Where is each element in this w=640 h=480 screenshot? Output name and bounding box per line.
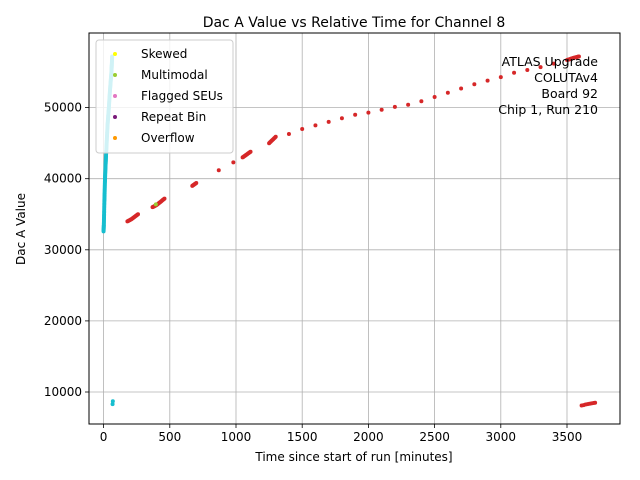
main-series-point: [525, 67, 530, 72]
main-series-point: [498, 75, 503, 80]
early-series-point: [110, 399, 115, 404]
main-series-point: [273, 134, 278, 139]
legend-frame: [95, 39, 234, 154]
legend-label-overflow: Overflow: [141, 131, 195, 145]
axis-ticks: 0 500 1000 1500 2000 2500 3000 3500 10000 20000 30…: [44, 101, 582, 444]
main-series-point: [286, 131, 291, 136]
x-tick-label: 0: [100, 430, 108, 444]
main-series-point: [512, 70, 517, 75]
main-series-point: [392, 104, 397, 109]
legend-marker-flagged-seus: [113, 94, 117, 98]
main-series-point: [419, 99, 424, 104]
main-series-point: [300, 126, 305, 131]
legend-marker-repeat-bin: [113, 115, 117, 119]
legend-label-multimodal: Multimodal: [141, 68, 208, 82]
main-series-point: [472, 82, 477, 87]
y-tick-label: 10000: [44, 385, 82, 399]
main-series-point: [459, 86, 464, 91]
legend-marker-overflow: [113, 136, 117, 140]
legend-marker-multimodal: [113, 73, 117, 77]
y-tick-label: 30000: [44, 243, 82, 257]
chart-title: Dac A Value vs Relative Time for Channel…: [203, 15, 506, 31]
main-series-point: [313, 123, 318, 128]
annotation-line-2: COLUTAv4: [534, 70, 598, 85]
main-series-point: [538, 65, 543, 70]
main-series-point: [339, 116, 344, 121]
annotation-block: ATLAS Upgrade COLUTAv4 Board 92 Chip 1, …: [498, 54, 598, 117]
x-tick-label: 1500: [287, 430, 318, 444]
y-tick-label: 50000: [44, 101, 82, 115]
main-series-point: [194, 181, 199, 185]
main-series-point: [162, 196, 167, 201]
plot-frame: [88, 32, 621, 425]
main-series-point: [231, 160, 236, 165]
y-axis-title: Dac A Value: [14, 193, 28, 265]
main-series-point: [485, 78, 490, 83]
main-series-point: [379, 107, 384, 112]
y-tick-label: 40000: [44, 172, 82, 186]
main-series-point: [432, 94, 437, 99]
x-tick-label: 2500: [419, 430, 450, 444]
legend-label-repeat-bin: Repeat Bin: [141, 110, 206, 124]
y-tick-label: 20000: [44, 314, 82, 328]
main-series-point: [551, 61, 556, 66]
x-tick-label: 1000: [221, 430, 252, 444]
multimodal-point: [153, 202, 158, 207]
x-tick-label: 2000: [353, 430, 384, 444]
main-series-point: [216, 168, 221, 173]
legend-label-flagged-seus: Flagged SEUs: [141, 89, 223, 103]
x-tick-label: 500: [158, 430, 181, 444]
main-series-point: [406, 102, 411, 107]
main-series-point: [326, 119, 331, 124]
annotation-line-4: Chip 1, Run 210: [498, 102, 598, 117]
main-series-point: [366, 110, 371, 115]
legend-marker-skewed: [113, 52, 117, 56]
legend-label-skewed: Skewed: [141, 47, 187, 61]
legend: Skewed Multimodal Flagged SEUs Repeat Bi…: [95, 39, 234, 154]
annotation-line-1: ATLAS Upgrade: [502, 54, 599, 69]
grid-lines: [89, 33, 620, 424]
x-axis-title: Time since start of run [minutes]: [254, 450, 452, 464]
x-tick-label: 3000: [486, 430, 517, 444]
main-series-tail-point: [593, 400, 598, 405]
main-series-point: [445, 90, 450, 95]
main-series-point: [248, 149, 253, 154]
x-tick-label: 3500: [552, 430, 583, 444]
annotation-line-3: Board 92: [541, 86, 598, 101]
main-series-point: [353, 112, 358, 117]
main-series-point: [136, 212, 140, 217]
main-series-point: [576, 54, 581, 59]
